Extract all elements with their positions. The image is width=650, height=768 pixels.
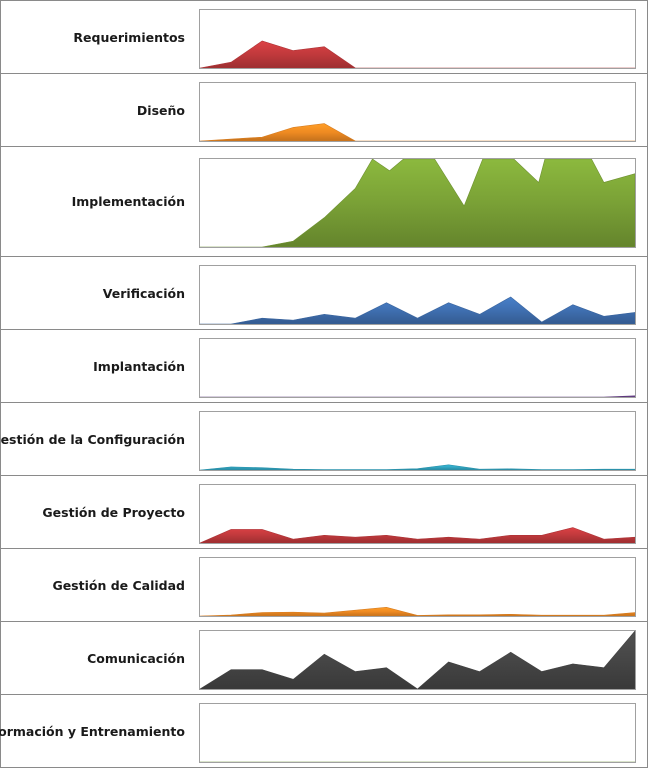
area-series-1 xyxy=(200,123,635,141)
plot-formacion xyxy=(199,703,636,763)
row-label: Verificación xyxy=(102,285,185,301)
row-implantacion: Implantación xyxy=(0,330,648,403)
row-label: Implementación xyxy=(71,194,185,209)
plot-implementacion xyxy=(199,158,636,248)
area-series-3 xyxy=(200,296,635,324)
row-label: Comunicación xyxy=(87,650,185,666)
plot-implantacion xyxy=(199,338,636,398)
plot-gestion-configuracion xyxy=(199,411,636,471)
plot-gestion-proyecto xyxy=(199,484,636,544)
row-label: Gestión de Calidad xyxy=(52,577,185,593)
plot-gestion-calidad xyxy=(199,557,636,617)
area-series-5 xyxy=(200,464,635,470)
area-series-2 xyxy=(200,159,635,247)
area-series-6 xyxy=(200,527,635,543)
area-series-7 xyxy=(200,606,635,616)
row-gestion-configuracion: Gestión de la Configuración xyxy=(0,403,648,476)
row-label: Formación y Entrenamiento xyxy=(0,723,185,739)
plot-comunicacion xyxy=(199,630,636,690)
row-gestion-calidad: Gestión de Calidad xyxy=(0,549,648,622)
row-gestion-proyecto: Gestión de Proyecto xyxy=(0,476,648,549)
row-label: Gestión de la Configuración xyxy=(0,431,185,447)
plot-diseno xyxy=(199,82,636,142)
row-label: Implantación xyxy=(93,358,185,374)
row-requerimientos: Requerimientos xyxy=(0,0,648,74)
row-formacion: Formación y Entrenamiento xyxy=(0,695,648,768)
row-diseno: Diseño xyxy=(0,74,648,147)
row-label: Diseño xyxy=(136,102,185,118)
row-verificacion: Verificación xyxy=(0,257,648,330)
area-series-4 xyxy=(200,395,635,397)
row-implementacion: Implementación xyxy=(0,147,648,257)
plot-verificacion xyxy=(199,265,636,325)
plot-requerimientos xyxy=(199,9,636,69)
area-series-8 xyxy=(200,631,635,689)
row-label: Gestión de Proyecto xyxy=(42,504,185,520)
row-comunicacion: Comunicación xyxy=(0,622,648,695)
row-label: Requerimientos xyxy=(73,29,185,45)
area-series-0 xyxy=(200,40,635,68)
